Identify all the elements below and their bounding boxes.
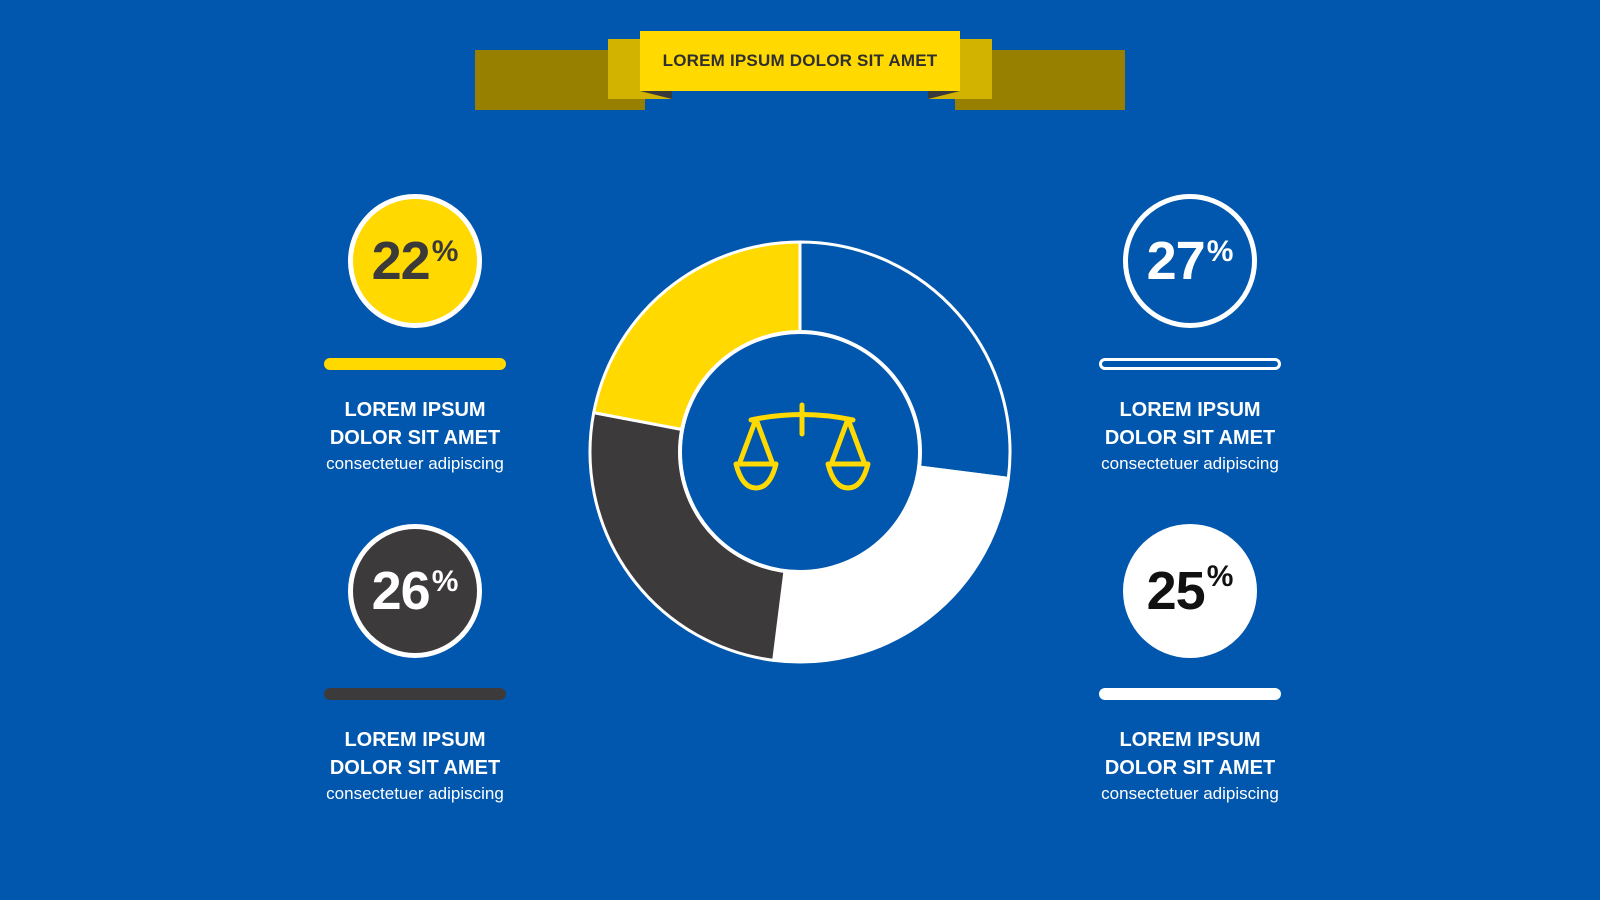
donut-slice-2: [772, 465, 1010, 664]
stat-heading-line2: DOLOR SIT AMET: [1104, 427, 1276, 449]
stat-block-3: 26% LOREM IPSUM DOLOR SIT AMET consectet…: [315, 524, 515, 806]
stat-value-3: 26: [371, 561, 431, 621]
balance-scale-icon: [733, 402, 871, 491]
stat-heading-line1: LOREM IPSUM: [344, 399, 486, 421]
stat-heading-line1: LOREM IPSUM: [344, 729, 486, 751]
stat-bar-1: [324, 358, 506, 370]
stat-subtext-4: consectetuer adipiscing: [1101, 784, 1279, 803]
stat-subtext-3: consectetuer adipiscing: [326, 784, 504, 803]
stat-block-1: 22% LOREM IPSUM DOLOR SIT AMET consectet…: [315, 194, 515, 476]
stat-heading-line1: LOREM IPSUM: [1119, 399, 1261, 421]
stat-heading-line2: DOLOR SIT AMET: [1104, 757, 1276, 779]
donut-slice-1: [798, 240, 1012, 480]
stat-heading-2: LOREM IPSUM DOLOR SIT AMET: [1090, 396, 1290, 452]
stat-percent-symbol-3: %: [431, 565, 459, 598]
stat-bar-3: [324, 688, 506, 700]
stat-subtext-2: consectetuer adipiscing: [1101, 454, 1279, 473]
stat-percent-symbol-4: %: [1206, 560, 1234, 593]
stat-heading-1: LOREM IPSUM DOLOR SIT AMET: [315, 396, 515, 452]
stat-block-2: 27% LOREM IPSUM DOLOR SIT AMET consectet…: [1090, 194, 1290, 476]
stat-bar-4: [1099, 688, 1281, 700]
stat-percent-symbol-1: %: [431, 235, 459, 268]
stat-circle-2: 27%: [1123, 194, 1257, 328]
donut-slices: [588, 240, 1012, 664]
stat-subtext-1: consectetuer adipiscing: [326, 454, 504, 473]
donut-slice-3: [588, 411, 787, 662]
stat-heading-line1: LOREM IPSUM: [1119, 729, 1261, 751]
stat-value-4: 25: [1146, 561, 1206, 621]
banner-title: LOREM IPSUM DOLOR SIT AMET: [640, 31, 960, 91]
stat-value-1: 22: [371, 231, 431, 291]
stat-block-4: 25% LOREM IPSUM DOLOR SIT AMET consectet…: [1090, 524, 1290, 806]
donut-inner-ring: [678, 330, 922, 574]
stat-value-2: 27: [1146, 231, 1206, 291]
stat-heading-3: LOREM IPSUM DOLOR SIT AMET: [315, 726, 515, 782]
ribbon-left-shadow: [640, 91, 672, 99]
stat-percent-symbol-2: %: [1206, 235, 1234, 268]
stat-heading-line2: DOLOR SIT AMET: [329, 427, 501, 449]
stat-bar-2: [1099, 358, 1281, 370]
stat-circle-1: 22%: [348, 194, 482, 328]
ribbon-right-shadow: [928, 91, 960, 99]
stat-circle-3: 26%: [348, 524, 482, 658]
stat-heading-4: LOREM IPSUM DOLOR SIT AMET: [1090, 726, 1290, 782]
stat-circle-4: 25%: [1123, 524, 1257, 658]
stat-heading-line2: DOLOR SIT AMET: [329, 757, 501, 779]
